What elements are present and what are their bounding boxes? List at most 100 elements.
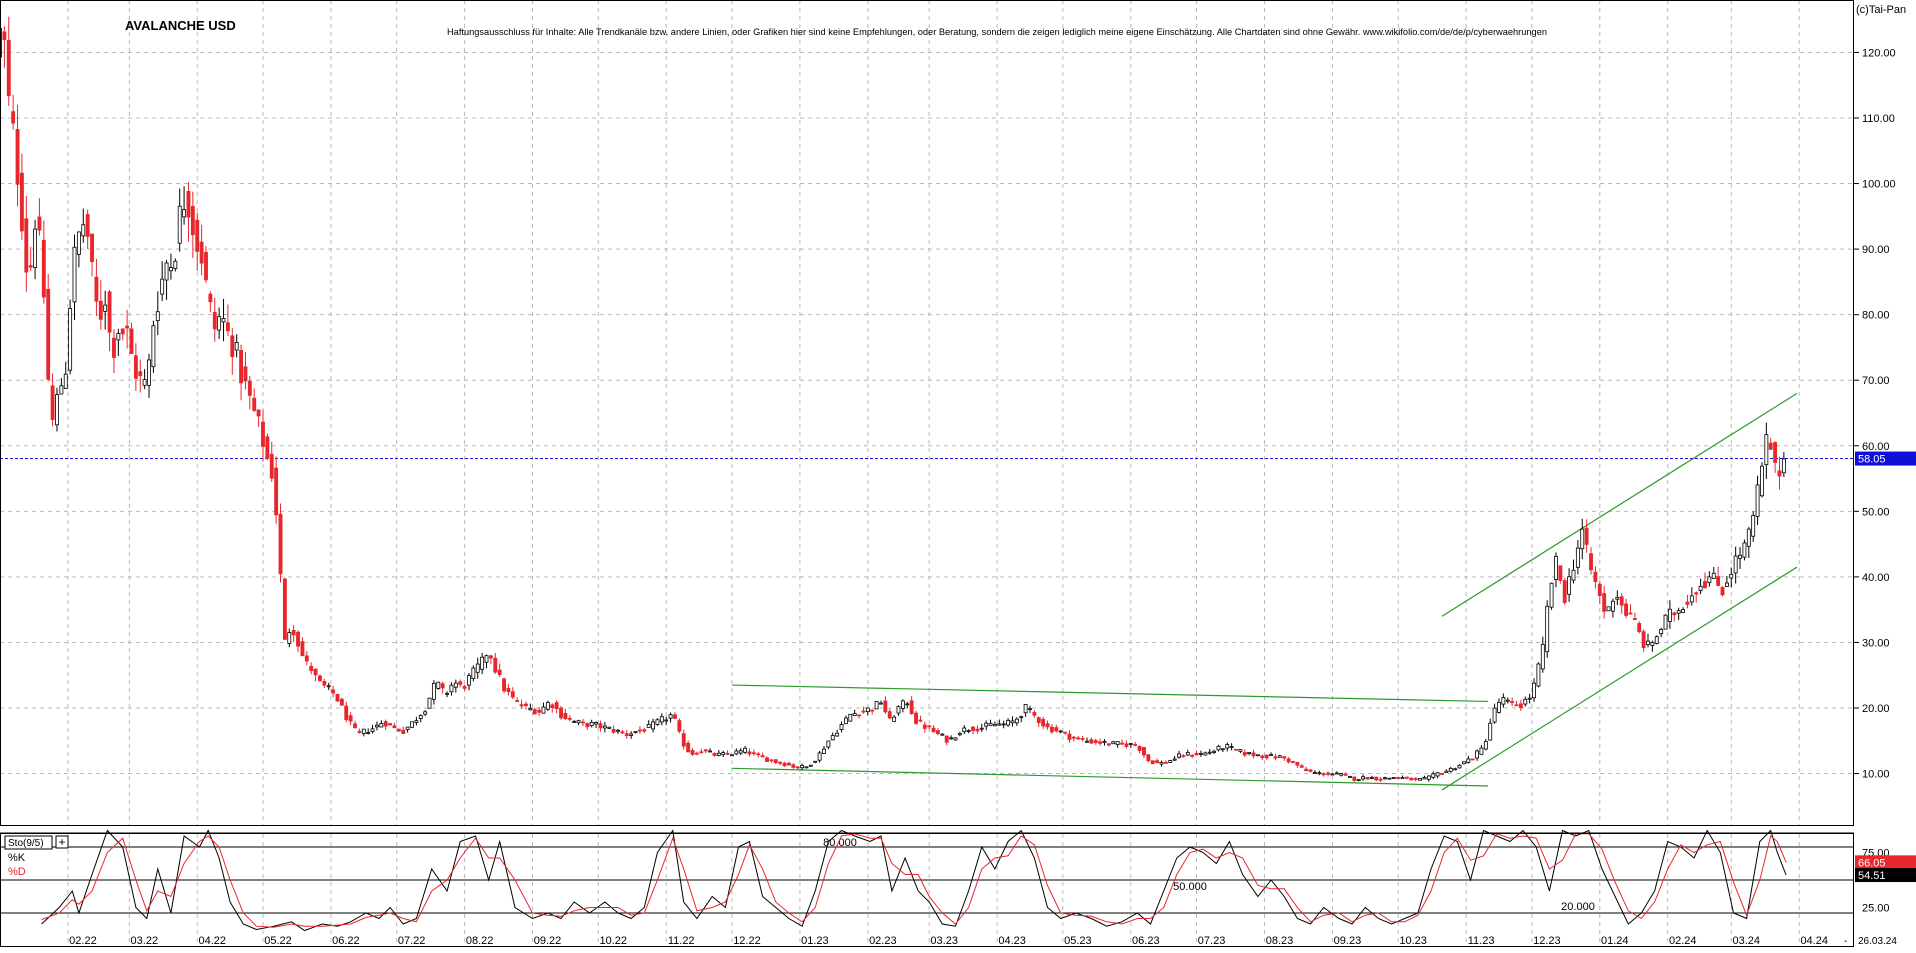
- candle-body: [659, 716, 664, 723]
- candle-body: [826, 740, 831, 748]
- candle-body: [743, 747, 748, 753]
- candle-body: [225, 322, 230, 332]
- candle-body: [607, 726, 612, 729]
- candle-body: [1400, 777, 1405, 779]
- x-tick-label: 03.22: [131, 935, 159, 947]
- candle-body: [1689, 595, 1694, 603]
- candle-body: [708, 750, 712, 753]
- candle-body: [1755, 484, 1760, 517]
- candle-body: [169, 267, 173, 272]
- candle-body: [1440, 773, 1444, 775]
- x-tick-label: 08.23: [1266, 935, 1294, 947]
- expand-indicator-button[interactable]: [55, 835, 69, 849]
- candle-body: [1510, 701, 1515, 703]
- candle-body: [637, 729, 642, 732]
- candle-body: [173, 260, 178, 270]
- sto-level-label: 20.000: [1561, 901, 1595, 913]
- candle-body: [620, 731, 625, 734]
- candle-body: [28, 265, 33, 268]
- candle-body: [1304, 768, 1309, 772]
- candle-body: [46, 288, 51, 380]
- candle-body: [1348, 776, 1352, 778]
- candle-body: [300, 641, 305, 656]
- candle-body: [405, 726, 410, 730]
- candle-body: [795, 766, 800, 769]
- candle-body: [572, 720, 577, 723]
- candle-body: [1071, 736, 1076, 739]
- indicator-name: Sto(9/5): [8, 838, 44, 849]
- candle-body: [1461, 761, 1466, 765]
- candle-body: [1698, 585, 1703, 592]
- candle-body: [19, 172, 24, 232]
- candle-body: [1146, 754, 1151, 762]
- candle-body: [471, 667, 476, 679]
- candle-body: [1545, 605, 1550, 653]
- candle-body: [361, 728, 366, 734]
- candle-body: [1383, 777, 1387, 780]
- candle-body: [94, 276, 99, 302]
- candle-body: [392, 725, 397, 729]
- candle-body: [1707, 576, 1712, 584]
- candle-body: [1532, 682, 1536, 699]
- x-tick-label: 12.23: [1533, 935, 1561, 947]
- candle-body: [133, 355, 138, 379]
- candle-body: [401, 729, 406, 734]
- candle-body: [2, 31, 7, 40]
- candle-body: [265, 436, 270, 459]
- y-tick-label: 110.00: [1862, 113, 1895, 125]
- k-legend: %K: [8, 852, 26, 864]
- copyright-label: (c)Tai-Pan: [1856, 4, 1906, 16]
- candle-body: [971, 726, 975, 731]
- x-tick-label: 10.22: [600, 935, 628, 947]
- candle-body: [677, 720, 682, 732]
- candle-body: [1505, 699, 1510, 702]
- candle-body: [865, 707, 870, 712]
- candle-body: [1518, 703, 1523, 709]
- candle-body: [212, 312, 217, 330]
- candle-body: [1405, 776, 1409, 779]
- candle-body: [1001, 723, 1006, 726]
- candle-body: [567, 717, 572, 720]
- candle-body: [808, 764, 813, 767]
- candle-body: [655, 719, 660, 725]
- candle-body: [449, 684, 454, 693]
- candle-body: [1282, 756, 1287, 759]
- candle-body: [1667, 608, 1672, 622]
- candle-body: [1760, 465, 1764, 497]
- candle-body: [1155, 760, 1160, 764]
- candle-body: [927, 725, 932, 728]
- stochastic-layer: 80.000 50.000 20.000: [0, 829, 1854, 932]
- candle-body: [751, 752, 756, 755]
- candle-body: [1418, 777, 1423, 781]
- candle-body: [1479, 747, 1484, 755]
- candle-body: [602, 725, 607, 729]
- candle-body: [497, 669, 502, 676]
- candle-body: [1286, 758, 1291, 763]
- candle-body: [68, 308, 73, 371]
- candle-body: [611, 729, 616, 733]
- candle-body: [1321, 773, 1326, 776]
- candle-body: [1308, 769, 1313, 772]
- candle-body: [322, 681, 327, 686]
- candle-body: [646, 723, 651, 728]
- instrument-title: AVALANCHE USD: [125, 18, 236, 33]
- end-date-label: 26.03.24: [1858, 936, 1897, 947]
- candle-body: [484, 655, 489, 663]
- candle-body: [1615, 597, 1620, 600]
- indicator-label-box[interactable]: [4, 835, 53, 850]
- sto-level-label: 80.000: [823, 837, 857, 849]
- candle-body: [1571, 569, 1576, 581]
- candle-body: [861, 710, 866, 713]
- candle-body: [261, 421, 265, 447]
- candle-body: [278, 513, 283, 575]
- candle-body: [949, 737, 954, 740]
- x-tick-label: 11.23: [1468, 935, 1495, 947]
- candle-body: [940, 733, 945, 736]
- candle-body: [769, 759, 774, 762]
- candle-body: [1054, 727, 1059, 732]
- candle-body: [1172, 758, 1177, 761]
- candle-body: [221, 318, 226, 323]
- candle-body: [1273, 756, 1278, 759]
- candle-body: [142, 379, 147, 386]
- candle-body: [765, 757, 769, 762]
